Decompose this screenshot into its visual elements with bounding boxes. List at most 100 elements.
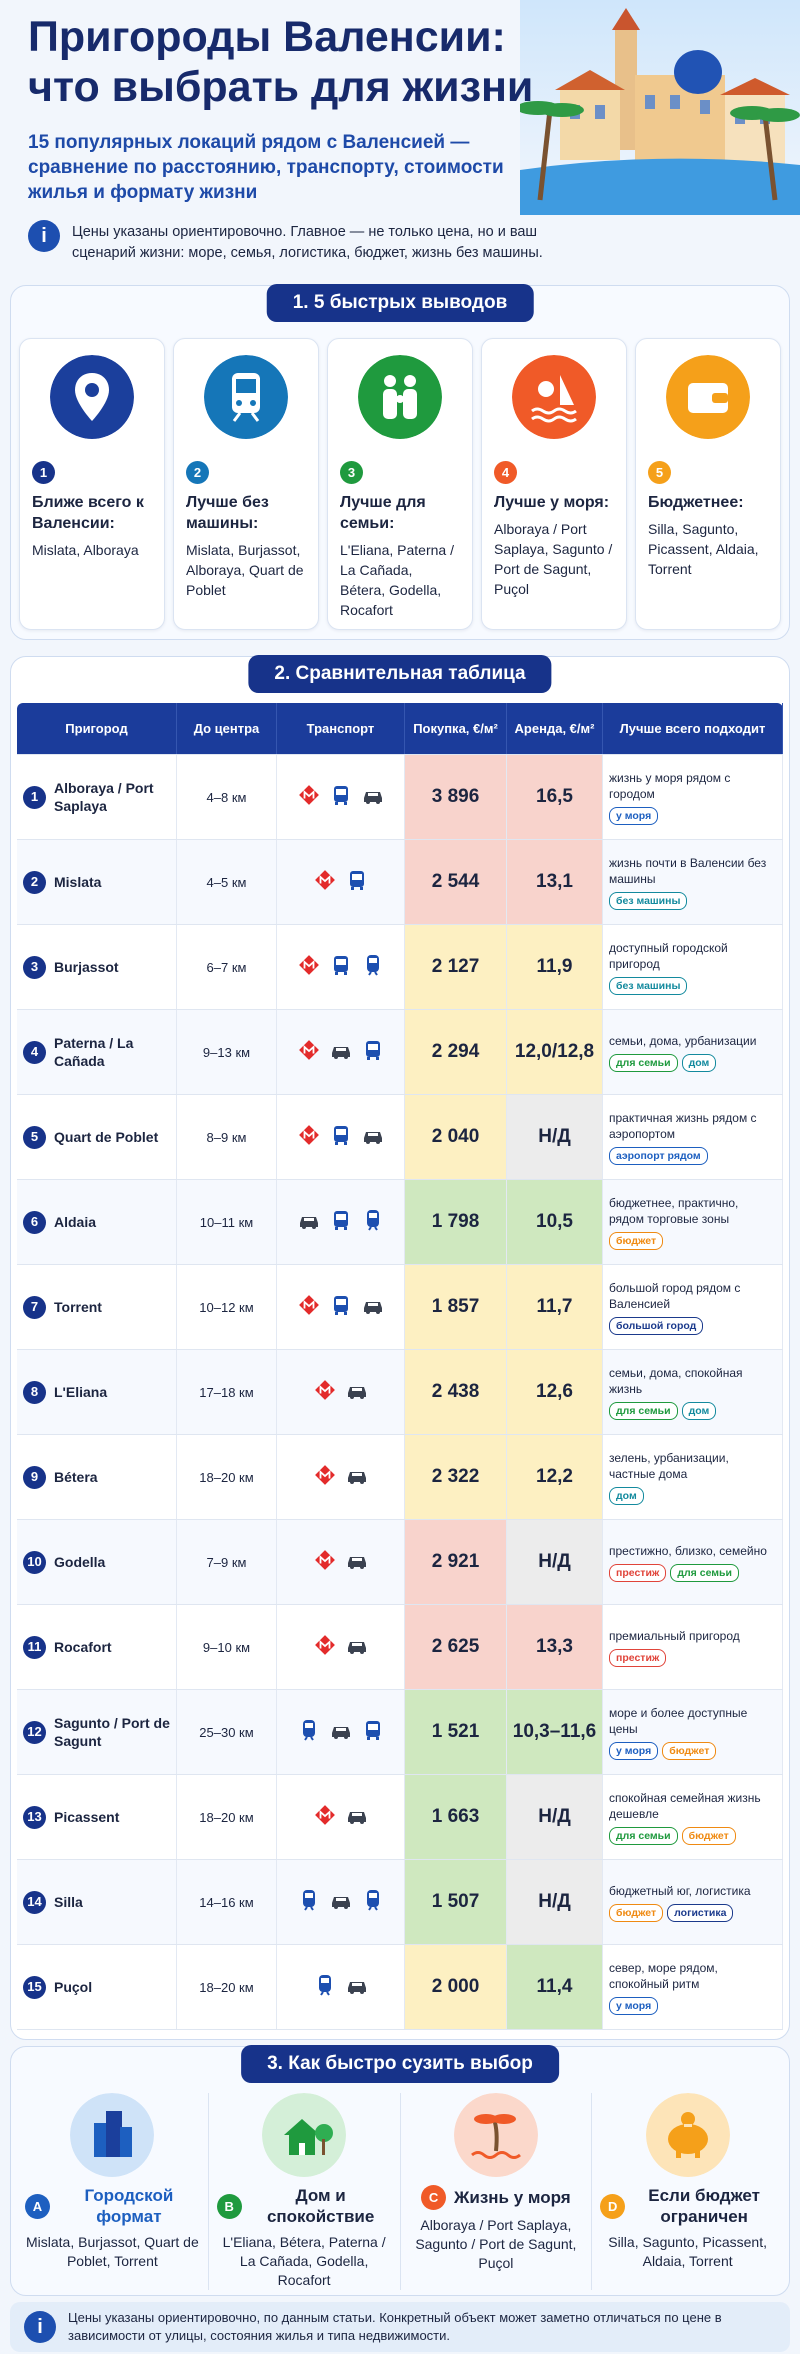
transport-icon	[297, 953, 321, 982]
icon-shape	[349, 1649, 354, 1654]
icon-shape	[367, 1302, 378, 1306]
icon-shape	[347, 1471, 366, 1484]
icon-shape	[335, 1727, 346, 1731]
icon-shape	[334, 1141, 338, 1145]
icon-shape	[351, 1642, 362, 1646]
best-for: бюджетный юг, логистика	[609, 1883, 751, 1898]
section-heading: 2. Сравнительная таблица	[248, 655, 552, 693]
icon-shape	[331, 1896, 350, 1909]
icon-shape	[473, 2114, 498, 2124]
tags: дом	[609, 1486, 644, 1505]
rent-price: Н/Д	[538, 1806, 571, 1827]
column-header: Пригород	[17, 703, 177, 754]
option-icon	[25, 2093, 200, 2177]
icon-shape	[335, 1298, 346, 1305]
icon-shape	[236, 400, 242, 406]
icon-shape	[453, 2093, 538, 2177]
column-header: До центра	[177, 703, 277, 754]
distance-cell: 18–20 км	[177, 1435, 277, 1519]
distance: 4–8 км	[206, 789, 247, 805]
tag: аэропорт рядом	[609, 1146, 708, 1165]
card-number: 5	[648, 461, 671, 484]
icon-shape	[333, 785, 348, 805]
card-icon	[340, 355, 460, 439]
icon-shape	[470, 2151, 521, 2159]
icon-shape	[298, 784, 319, 805]
transport-cell	[277, 1010, 405, 1094]
tag: большой город	[609, 1316, 704, 1335]
icon-shape	[367, 1225, 378, 1231]
tag: без машины	[609, 891, 688, 910]
icon-shape	[303, 1905, 314, 1911]
suburb-cell: 10 Godella	[17, 1520, 177, 1604]
row-number: 4	[23, 1040, 46, 1064]
palm-leaves	[520, 101, 800, 122]
icon-shape	[363, 1131, 382, 1144]
table-row: 8 L'Eliana 17–18 км 2 438 12,6 семьи, дома, с…	[17, 1350, 783, 1435]
transport-icon	[329, 783, 353, 812]
icon-shape	[94, 2123, 109, 2157]
best-cell: доступный городской пригород без машины	[603, 925, 783, 1009]
icon-shape	[335, 958, 346, 965]
purchase-cell: 2 625	[405, 1605, 507, 1689]
icon-shape	[319, 874, 330, 883]
icon-shape	[331, 1046, 350, 1059]
tower	[615, 30, 637, 150]
icon-shape	[368, 1892, 377, 1898]
suburb-cell: 4 Paterna / La Cañada	[17, 1010, 177, 1094]
table-section: 2. Сравнительная таблица Пригород До цент…	[10, 655, 790, 2040]
footer-note: Цены указаны ориентировочно, по данным с…	[68, 2310, 722, 2343]
icon-shape	[683, 2124, 692, 2127]
row-number: 10	[23, 1550, 46, 1574]
icon-shape	[299, 1216, 318, 1229]
table-row: 6 Aldaia 10–11 км 1 798 10,5 бюджетнее, практ…	[17, 1180, 783, 1265]
transport-icon	[297, 1123, 321, 1152]
rent-price: 11,4	[536, 1976, 573, 1997]
roof	[612, 8, 640, 30]
icon-shape	[375, 1139, 380, 1144]
option-title: Городской формат	[84, 2186, 174, 2226]
rent-cell: 10,5	[507, 1180, 603, 1264]
icon-shape	[333, 1734, 338, 1739]
icon-shape	[491, 2114, 516, 2124]
icon-shape	[762, 114, 778, 201]
card-number: 4	[494, 461, 517, 484]
option-letter: B	[216, 2193, 242, 2219]
transport-cell	[277, 755, 405, 839]
rent-price: 13,1	[536, 871, 573, 892]
tag: бюджет	[662, 1741, 717, 1760]
page-title: Пригороды Валенсии: что выбрать для жизн…	[28, 13, 534, 111]
icon-shape	[365, 1139, 370, 1144]
tag: для семьи	[609, 1401, 678, 1420]
best-for: доступный городской пригород	[609, 940, 728, 971]
icon-shape	[359, 1989, 364, 1994]
rent-price: Н/Д	[538, 1551, 571, 1572]
best-cell: практичная жизнь рядом с аэропортом аэроп…	[603, 1095, 783, 1179]
icon-shape	[302, 1889, 315, 1907]
rent-price: 12,2	[536, 1466, 573, 1487]
distance-cell: 4–5 км	[177, 840, 277, 924]
option: A Городской формат Mislata, Burjassot, Qua…	[17, 2093, 209, 2290]
row-number: 8	[23, 1380, 46, 1404]
rent-price: 13,3	[536, 1636, 573, 1657]
icon-shape	[333, 1125, 348, 1145]
rent-price: Н/Д	[538, 1126, 571, 1147]
row-number: 3	[23, 955, 46, 979]
row-number: 11	[23, 1635, 46, 1659]
tags: большой город	[609, 1316, 704, 1335]
transport-icon	[297, 1293, 321, 1322]
table-row: 3 Burjassot 6–7 км 2 127 11,9 доступный город…	[17, 925, 783, 1010]
icon-shape	[319, 1384, 330, 1393]
purchase-price: 2 625	[431, 1636, 480, 1657]
icon-shape	[694, 2151, 700, 2158]
icon-shape	[298, 954, 319, 975]
icon-shape	[334, 1311, 338, 1315]
purchase-cell: 1 521	[405, 1690, 507, 1774]
icon-shape	[351, 1982, 362, 1986]
icon-shape	[375, 1736, 379, 1740]
distance: 8–9 км	[206, 1129, 247, 1145]
icon-shape	[350, 886, 354, 890]
card-text: L'Eliana, Paterna / La Cañada, Bétera, G…	[340, 542, 454, 618]
purchase-price: 2 294	[431, 1041, 480, 1062]
transport-icon	[313, 868, 337, 897]
